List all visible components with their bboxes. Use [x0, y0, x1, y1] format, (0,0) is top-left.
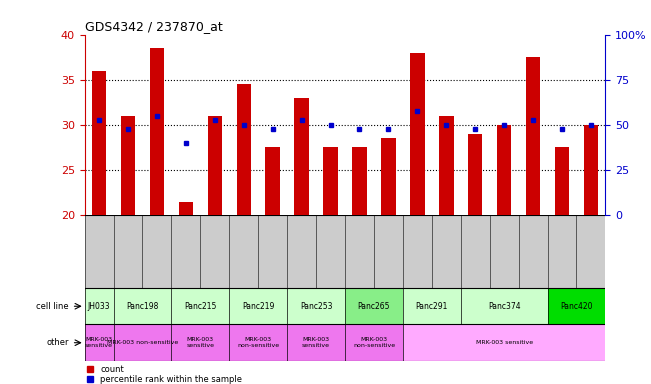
- Bar: [324, 147, 338, 215]
- Bar: [439, 116, 454, 215]
- Text: MRK-003
sensitive: MRK-003 sensitive: [186, 337, 214, 348]
- Bar: [490, 215, 519, 288]
- Bar: [229, 324, 287, 361]
- Bar: [113, 215, 143, 288]
- Text: Panc253: Panc253: [300, 302, 333, 311]
- Bar: [577, 215, 605, 288]
- Text: Panc374: Panc374: [488, 302, 521, 311]
- Bar: [497, 125, 512, 215]
- Bar: [258, 215, 287, 288]
- Bar: [229, 288, 287, 324]
- Bar: [403, 288, 461, 324]
- Bar: [92, 71, 106, 215]
- Bar: [266, 147, 280, 215]
- Bar: [287, 288, 345, 324]
- Bar: [410, 53, 424, 215]
- Bar: [171, 288, 229, 324]
- Text: MRK-003
non-sensitive: MRK-003 non-sensitive: [353, 337, 395, 348]
- Bar: [143, 215, 171, 288]
- Text: other: other: [46, 338, 69, 347]
- Bar: [287, 215, 316, 288]
- Bar: [294, 98, 309, 215]
- Bar: [345, 288, 403, 324]
- Bar: [547, 215, 577, 288]
- Bar: [85, 324, 113, 361]
- Text: Panc265: Panc265: [357, 302, 390, 311]
- Bar: [287, 324, 345, 361]
- Bar: [171, 215, 201, 288]
- Text: MRK-003 non-sensitive: MRK-003 non-sensitive: [107, 340, 178, 345]
- Bar: [150, 48, 164, 215]
- Bar: [432, 215, 461, 288]
- Bar: [403, 215, 432, 288]
- Text: Panc291: Panc291: [415, 302, 448, 311]
- Bar: [121, 116, 135, 215]
- Text: count: count: [100, 364, 124, 374]
- Bar: [461, 215, 490, 288]
- Text: GDS4342 / 237870_at: GDS4342 / 237870_at: [85, 20, 223, 33]
- Text: MRK-003
non-sensitive: MRK-003 non-sensitive: [237, 337, 279, 348]
- Bar: [555, 147, 569, 215]
- Bar: [381, 138, 396, 215]
- Bar: [461, 288, 547, 324]
- Bar: [201, 215, 229, 288]
- Text: MRK-003 sensitive: MRK-003 sensitive: [476, 340, 533, 345]
- Text: MRK-003
sensitive: MRK-003 sensitive: [85, 337, 113, 348]
- Text: Panc219: Panc219: [242, 302, 275, 311]
- Text: JH033: JH033: [88, 302, 111, 311]
- Bar: [85, 215, 113, 288]
- Bar: [468, 134, 482, 215]
- Bar: [229, 215, 258, 288]
- Bar: [236, 84, 251, 215]
- Bar: [526, 57, 540, 215]
- Bar: [171, 324, 229, 361]
- Bar: [113, 288, 171, 324]
- Text: cell line: cell line: [36, 302, 69, 311]
- Text: Panc420: Panc420: [561, 302, 593, 311]
- Text: percentile rank within the sample: percentile rank within the sample: [100, 375, 242, 384]
- Bar: [316, 215, 345, 288]
- Text: Panc198: Panc198: [126, 302, 159, 311]
- Bar: [345, 215, 374, 288]
- Bar: [85, 288, 113, 324]
- Bar: [403, 324, 605, 361]
- Bar: [374, 215, 403, 288]
- Bar: [352, 147, 367, 215]
- Bar: [113, 324, 171, 361]
- Bar: [584, 125, 598, 215]
- Bar: [547, 288, 605, 324]
- Text: Panc215: Panc215: [184, 302, 217, 311]
- Bar: [345, 324, 403, 361]
- Bar: [208, 116, 222, 215]
- Bar: [178, 202, 193, 215]
- Text: MRK-003
sensitive: MRK-003 sensitive: [302, 337, 330, 348]
- Bar: [519, 215, 547, 288]
